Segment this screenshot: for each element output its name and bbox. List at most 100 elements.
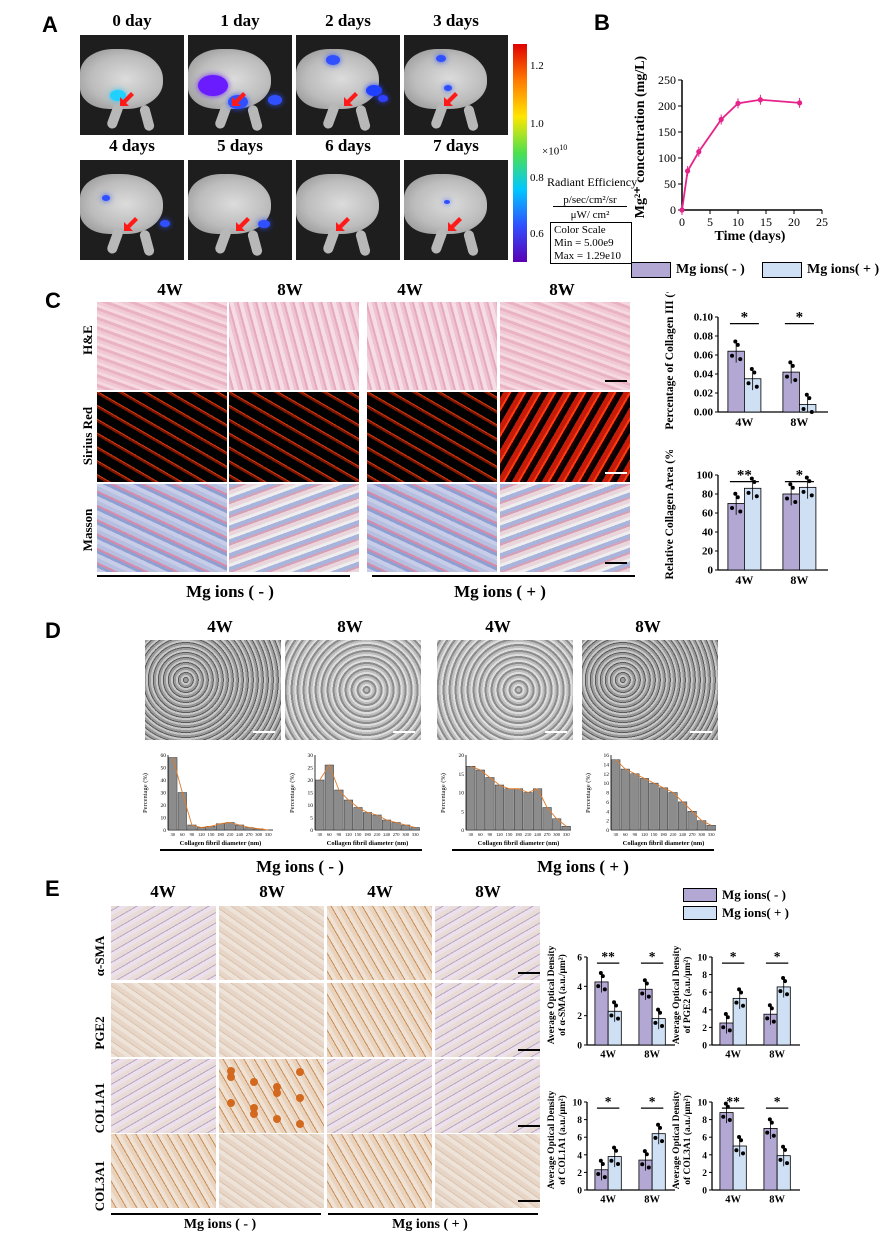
y-tick-label: 100 <box>658 151 676 165</box>
mouse-leg <box>246 104 264 132</box>
day-label: 0 day <box>112 11 152 30</box>
y-tick-label: 10 <box>459 791 465 797</box>
mouse-image <box>80 35 184 135</box>
optical-density-chart: Average Optical Density of COL3A1 (a.u./μ… <box>672 1091 800 1206</box>
data-dot <box>739 990 744 995</box>
y-tick-label: 0 <box>577 1187 582 1197</box>
y-tick-label: 30 <box>308 753 314 759</box>
y-tick-label: 15 <box>308 791 314 797</box>
group-label-minus: Mg ions ( - ) <box>183 1217 257 1232</box>
data-dot <box>723 1012 728 1017</box>
x-tick-label: 30 <box>318 832 323 837</box>
data-dot <box>804 392 809 397</box>
y-tick-label: 20 <box>702 546 714 558</box>
x-tick-label: 270 <box>689 832 697 837</box>
data-dot <box>738 509 743 514</box>
signal-spot <box>326 55 340 65</box>
colorbar-exponent: ×1010 <box>542 143 568 158</box>
data-dot <box>644 1152 649 1157</box>
data-dot <box>658 1010 663 1015</box>
x-tick-label: 4W <box>725 1195 741 1206</box>
col-header: 8W <box>635 617 661 636</box>
mouse-image <box>404 160 508 260</box>
color-scale-max: Max = 1.29e10 <box>554 250 621 262</box>
data-dot <box>781 1144 786 1149</box>
mouse-body <box>188 174 272 234</box>
signal-spot <box>268 95 282 105</box>
y-tick-label: 0 <box>708 565 714 577</box>
x-tick-label: 240 <box>534 832 542 837</box>
data-dot <box>783 1147 788 1152</box>
col-header: 8W <box>259 882 285 901</box>
chart-y-label: Relative Collagen Area (%) <box>664 450 676 579</box>
stained-cell <box>296 1068 304 1076</box>
x-tick-label: 330 <box>412 832 420 837</box>
day-label: 3 days <box>433 11 479 30</box>
histology-image <box>500 484 630 572</box>
signal-spot <box>436 55 446 62</box>
hist-bar <box>639 778 649 831</box>
data-dot <box>807 396 812 401</box>
y-tick-label: 6 <box>702 1134 707 1144</box>
y-tick-label: 25 <box>308 766 314 772</box>
optical-density-chart: Average Optical Density of α-SMA (a.u./μm… <box>547 946 675 1061</box>
stained-cell <box>227 1073 235 1081</box>
chart-y-label: Average Optical Density <box>672 946 682 1045</box>
mouse-leg <box>462 229 480 257</box>
y-tick-label: 0 <box>310 828 313 834</box>
data-dot <box>765 1016 770 1021</box>
data-dot <box>642 1149 647 1154</box>
data-dot <box>653 1020 658 1025</box>
significance-marker: * <box>796 468 804 484</box>
ihc-image <box>219 983 324 1057</box>
data-dot <box>765 1130 770 1135</box>
data-dot <box>642 978 647 983</box>
hist-bar <box>552 818 562 831</box>
mg-concentration-chart: Mg²⁺ concentration (mg/L) 0 5 10 15 20 250501… <box>633 55 828 244</box>
x-tick-label: 150 <box>208 832 216 837</box>
chart-y-label: Average Optical Density <box>547 946 557 1045</box>
x-tick-label: 210 <box>227 832 235 837</box>
data-dot <box>741 1151 746 1156</box>
hist-bar <box>410 827 420 831</box>
data-dot <box>752 370 757 375</box>
colorbar-tick: 1.0 <box>530 118 544 130</box>
data-dot <box>609 1013 614 1018</box>
ihc-image <box>111 983 216 1057</box>
data-dot <box>790 485 795 490</box>
chart-y-label: of α-SMA (a.u./μm²) <box>557 954 568 1036</box>
ihc-image <box>435 906 540 980</box>
legend-swatch-minus <box>631 262 671 278</box>
scale-bar <box>545 731 567 733</box>
scale-bar <box>518 1200 540 1202</box>
col-header: 8W <box>475 882 501 901</box>
mouse-image <box>188 160 292 260</box>
hist-x-label: Collagen fibril diameter (nm) <box>478 840 560 847</box>
data-dot <box>656 1122 661 1127</box>
x-tick-label: 60 <box>180 832 185 837</box>
hist-bar <box>168 757 178 831</box>
bar <box>744 487 762 571</box>
y-tick-label: 20 <box>459 753 465 759</box>
hist-bar <box>353 807 363 831</box>
data-dot <box>809 410 814 414</box>
y-tick-label: 0 <box>577 1042 582 1052</box>
signal-spot <box>102 195 110 201</box>
y-tick-label: 2 <box>577 1169 582 1179</box>
y-tick-label: 10 <box>698 1099 708 1109</box>
significance-marker: ** <box>737 468 752 484</box>
em-image <box>145 640 281 740</box>
color-scale-box: Color Scale Min = 5.00e9 Max = 1.29e10 <box>550 222 632 264</box>
x-tick-label: 4W <box>735 415 753 429</box>
x-tick-label: 8W <box>644 1050 660 1061</box>
stained-cell <box>227 1099 235 1107</box>
x-tick-label: 90 <box>488 832 493 837</box>
data-dot <box>721 1025 726 1030</box>
y-tick-label: 6 <box>577 1134 582 1144</box>
x-tick-label: 210 <box>670 832 678 837</box>
histology-image <box>367 392 497 482</box>
y-tick-label: 80 <box>702 489 714 501</box>
data-dot <box>735 495 740 500</box>
panel-label-c: C <box>45 288 61 313</box>
